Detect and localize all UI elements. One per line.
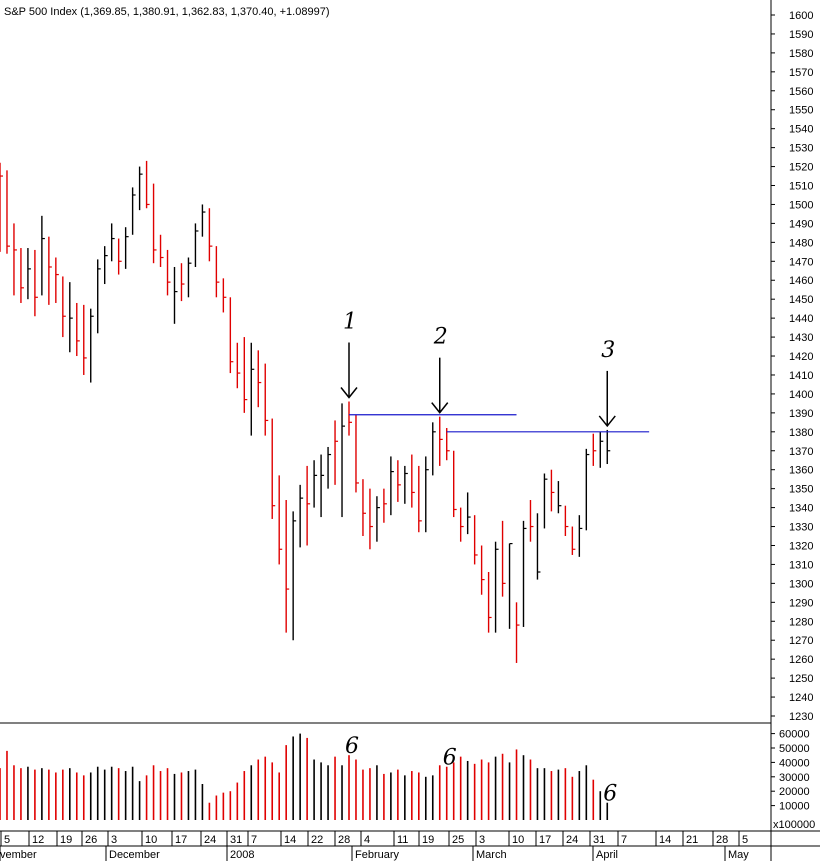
volume-annotation: 6 — [603, 782, 617, 807]
volume-tick-label: 10000 — [779, 801, 810, 813]
price-tick-label: 1490 — [789, 218, 813, 230]
day-tick-label: 3 — [111, 834, 117, 846]
day-tick-label: 11 — [397, 834, 408, 846]
day-tick-label: 22 — [311, 834, 323, 846]
volume-axis: 10000 20000 30000 40000 50000 60000 x100000 — [771, 729, 815, 831]
chart-title: S&P 500 Index (1,369.85, 1,380.91, 1,362… — [4, 6, 329, 18]
price-tick-label: 1310 — [789, 559, 813, 571]
price-tick-label: 1550 — [789, 105, 813, 117]
price-tick-label: 1330 — [789, 522, 813, 534]
day-tick-label: 5 — [742, 834, 748, 846]
price-tick-label: 1480 — [789, 237, 813, 249]
day-tick-label: 24 — [204, 834, 216, 846]
arrow-head — [431, 402, 449, 414]
day-tick-label: 31 — [593, 834, 605, 846]
price-tick-label: 1320 — [789, 540, 813, 552]
price-tick-label: 1440 — [789, 313, 813, 325]
price-tick-label: 1240 — [789, 692, 813, 704]
price-tick-label: 1500 — [789, 199, 813, 211]
date-axis: 5 12 19 26 3 10 17 24 31 7 14 22 28 4 11 19 25 3 10 17 24 31 7… — [0, 831, 749, 861]
price-tick-label: 1350 — [789, 484, 813, 496]
month-label: April — [596, 849, 618, 861]
price-tick-label: 1580 — [789, 48, 813, 60]
day-tick-label: 3 — [479, 834, 485, 846]
price-tick-label: 1510 — [789, 181, 813, 193]
day-tick-label: 4 — [364, 834, 370, 846]
day-tick-label: 28 — [716, 834, 728, 846]
volume-unit-label: x100000 — [773, 819, 815, 831]
day-tick-label: 28 — [338, 834, 350, 846]
price-tick-label: 1290 — [789, 597, 813, 609]
day-tick-label: 31 — [230, 834, 242, 846]
price-tick-label: 1430 — [789, 332, 813, 344]
day-tick-label: 17 — [175, 834, 187, 846]
day-tick-label: 12 — [32, 834, 44, 846]
day-tick-label: 5 — [4, 834, 10, 846]
price-tick-label: 1230 — [789, 711, 813, 723]
price-tick-label: 1420 — [789, 351, 813, 363]
day-tick-label: 7 — [621, 834, 627, 846]
day-tick-label: 19 — [422, 834, 434, 846]
volume-bars: 6 6 6 — [0, 733, 617, 820]
day-tick-label: 17 — [539, 834, 551, 846]
volume-tick-label: 50000 — [779, 743, 810, 755]
day-tick-label: 26 — [85, 834, 97, 846]
price-tick-label: 1540 — [789, 124, 813, 136]
price-axis: 1230 1240 1250 1260 1270 1280 1290 1300 1310 1320… — [771, 10, 813, 723]
price-bars — [0, 160, 611, 663]
day-tick-label: 21 — [686, 834, 698, 846]
volume-tick-label: 30000 — [779, 772, 810, 784]
annotation-label: 3 — [601, 338, 615, 363]
month-label: December — [109, 849, 160, 861]
price-tick-label: 1390 — [789, 408, 813, 420]
annotations: 1 2 3 — [340, 309, 616, 428]
price-tick-label: 1370 — [789, 446, 813, 458]
price-tick-label: 1530 — [789, 143, 813, 155]
month-label: vember — [0, 849, 37, 861]
price-tick-label: 1600 — [789, 10, 813, 22]
arrow-head — [598, 415, 616, 428]
volume-tick-label: 20000 — [779, 786, 810, 798]
price-tick-label: 1450 — [789, 294, 813, 306]
price-tick-label: 1280 — [789, 616, 813, 628]
volume-tick-label: 40000 — [779, 757, 810, 769]
day-tick-label: 24 — [566, 834, 578, 846]
price-tick-label: 1520 — [789, 162, 813, 174]
price-tick-label: 1300 — [789, 578, 813, 590]
day-tick-label: 14 — [284, 834, 296, 846]
month-label: March — [476, 849, 507, 861]
price-tick-label: 1590 — [789, 29, 813, 41]
day-tick-label: 19 — [60, 834, 72, 846]
month-label: February — [355, 849, 400, 861]
price-tick-label: 1360 — [789, 465, 813, 477]
month-label: 2008 — [230, 849, 254, 861]
volume-tick-label: 60000 — [779, 729, 810, 741]
annotation-label: 1 — [343, 309, 357, 334]
annotation-label: 2 — [433, 325, 448, 350]
month-label: May — [728, 849, 749, 861]
price-tick-label: 1380 — [789, 427, 813, 439]
price-tick-label: 1560 — [789, 86, 813, 98]
price-tick-label: 1470 — [789, 256, 813, 268]
volume-annotation: 6 — [345, 734, 359, 759]
price-tick-label: 1250 — [789, 673, 813, 685]
day-tick-label: 10 — [512, 834, 524, 846]
day-tick-label: 7 — [251, 834, 257, 846]
arrow-head — [340, 387, 358, 399]
day-tick-label: 10 — [145, 834, 157, 846]
volume-annotation: 6 — [443, 746, 457, 771]
day-tick-label: 14 — [659, 834, 671, 846]
price-tick-label: 1400 — [789, 389, 813, 401]
day-tick-label: 25 — [452, 834, 464, 846]
price-tick-label: 1340 — [789, 503, 813, 515]
price-tick-label: 1270 — [789, 635, 813, 647]
price-tick-label: 1570 — [789, 67, 813, 79]
price-tick-label: 1260 — [789, 654, 813, 666]
price-tick-label: 1410 — [789, 370, 813, 382]
price-tick-label: 1460 — [789, 275, 813, 287]
resistance-lines — [349, 414, 650, 433]
